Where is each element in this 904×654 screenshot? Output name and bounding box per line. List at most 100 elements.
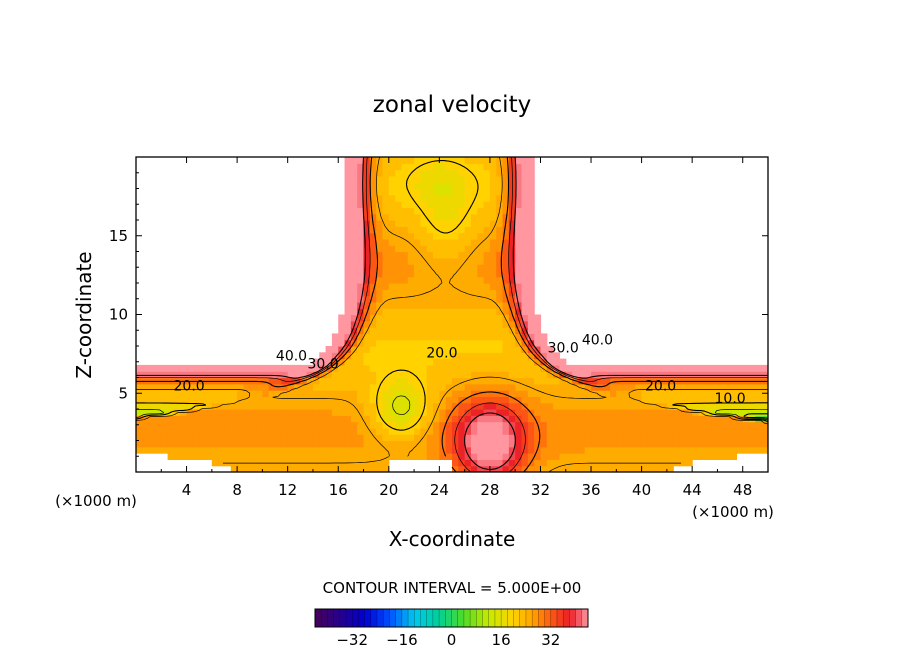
field-cell [414, 283, 421, 290]
field-cell [489, 459, 497, 467]
field-cell [470, 320, 478, 328]
field-cell [477, 264, 485, 271]
field-cell [445, 440, 453, 448]
field-cell [654, 415, 662, 423]
contour-label: 30.0 [548, 341, 579, 357]
field-cell [148, 440, 156, 448]
field-cell [591, 465, 598, 472]
field-cell [502, 169, 510, 177]
field-cell [445, 421, 453, 429]
x-tick-label: 48 [733, 481, 752, 499]
field-cell [559, 364, 567, 372]
field-cell [742, 383, 750, 391]
field-cell [527, 409, 535, 416]
field-cell [521, 446, 529, 454]
field-cell [369, 396, 377, 404]
field-cell [452, 251, 459, 259]
field-cell [717, 409, 725, 416]
colorbar-swatch [439, 609, 446, 627]
field-cell [433, 251, 440, 259]
field-cell [395, 446, 403, 454]
field-cell [496, 295, 504, 303]
field-cell [268, 409, 276, 416]
field-cell [173, 383, 181, 391]
field-cell [420, 283, 428, 290]
field-cell [407, 377, 415, 385]
field-cell [388, 427, 396, 435]
field-cell [173, 427, 181, 435]
field-cell [376, 390, 384, 397]
field-cell [211, 446, 219, 454]
field-cell [452, 163, 459, 171]
field-cell [483, 194, 491, 202]
field-cell [445, 251, 453, 259]
field-cell [395, 364, 403, 372]
field-cell [452, 276, 459, 284]
field-cell [458, 421, 466, 429]
field-cell [458, 194, 466, 202]
field-cell [572, 427, 579, 435]
field-cell [679, 390, 687, 397]
field-cell [319, 465, 327, 472]
field-cell [483, 289, 491, 297]
field-cell [470, 201, 478, 208]
field-cell [628, 396, 636, 404]
field-cell [711, 434, 719, 442]
field-cell [388, 440, 396, 448]
field-cell [452, 245, 459, 253]
field-cell [350, 377, 358, 385]
field-cell [344, 346, 352, 353]
field-cell [698, 402, 706, 410]
field-cell [350, 327, 358, 334]
field-cell [369, 201, 377, 208]
field-cell [439, 364, 447, 372]
field-cell [262, 440, 270, 448]
colorbar-swatch [575, 609, 583, 627]
field-cell [477, 346, 485, 353]
field-cell [331, 409, 339, 416]
field-cell [325, 409, 333, 416]
field-cell [679, 440, 687, 448]
field-cell [401, 251, 409, 259]
field-cell [723, 446, 731, 454]
colorbar-swatch [451, 609, 459, 627]
field-cell [628, 465, 636, 472]
field-cell [173, 409, 181, 416]
field-cell [319, 396, 327, 404]
field-cell [502, 175, 510, 183]
field-cell [736, 371, 744, 379]
field-cell [470, 377, 478, 385]
field-cell [369, 264, 377, 271]
field-cell [717, 402, 725, 410]
field-cell [692, 371, 700, 379]
field-cell [388, 377, 396, 385]
field-cell [508, 257, 516, 265]
field-cell [477, 320, 485, 328]
field-cell [723, 396, 731, 404]
field-cell [211, 421, 219, 429]
field-cell [711, 402, 719, 410]
field-cell [420, 346, 428, 353]
field-cell [755, 446, 763, 454]
field-cell [350, 175, 358, 183]
field-cell [369, 339, 377, 347]
field-cell [237, 453, 245, 460]
field-cell [426, 440, 434, 448]
field-cell [527, 194, 535, 202]
field-cell [180, 453, 188, 460]
field-cell [148, 421, 156, 429]
field-cell [692, 396, 700, 404]
field-cell [717, 364, 725, 372]
field-cell [395, 207, 403, 215]
field-cell [300, 383, 308, 391]
field-cell [679, 364, 687, 372]
field-cell [610, 453, 617, 460]
field-cell [344, 396, 352, 404]
field-cell [401, 264, 409, 271]
field-cell [319, 383, 327, 391]
field-cell [426, 390, 434, 397]
field-cell [439, 396, 447, 404]
field-cell [477, 201, 485, 208]
colorbar-swatch [550, 609, 558, 627]
field-cell [433, 390, 440, 397]
